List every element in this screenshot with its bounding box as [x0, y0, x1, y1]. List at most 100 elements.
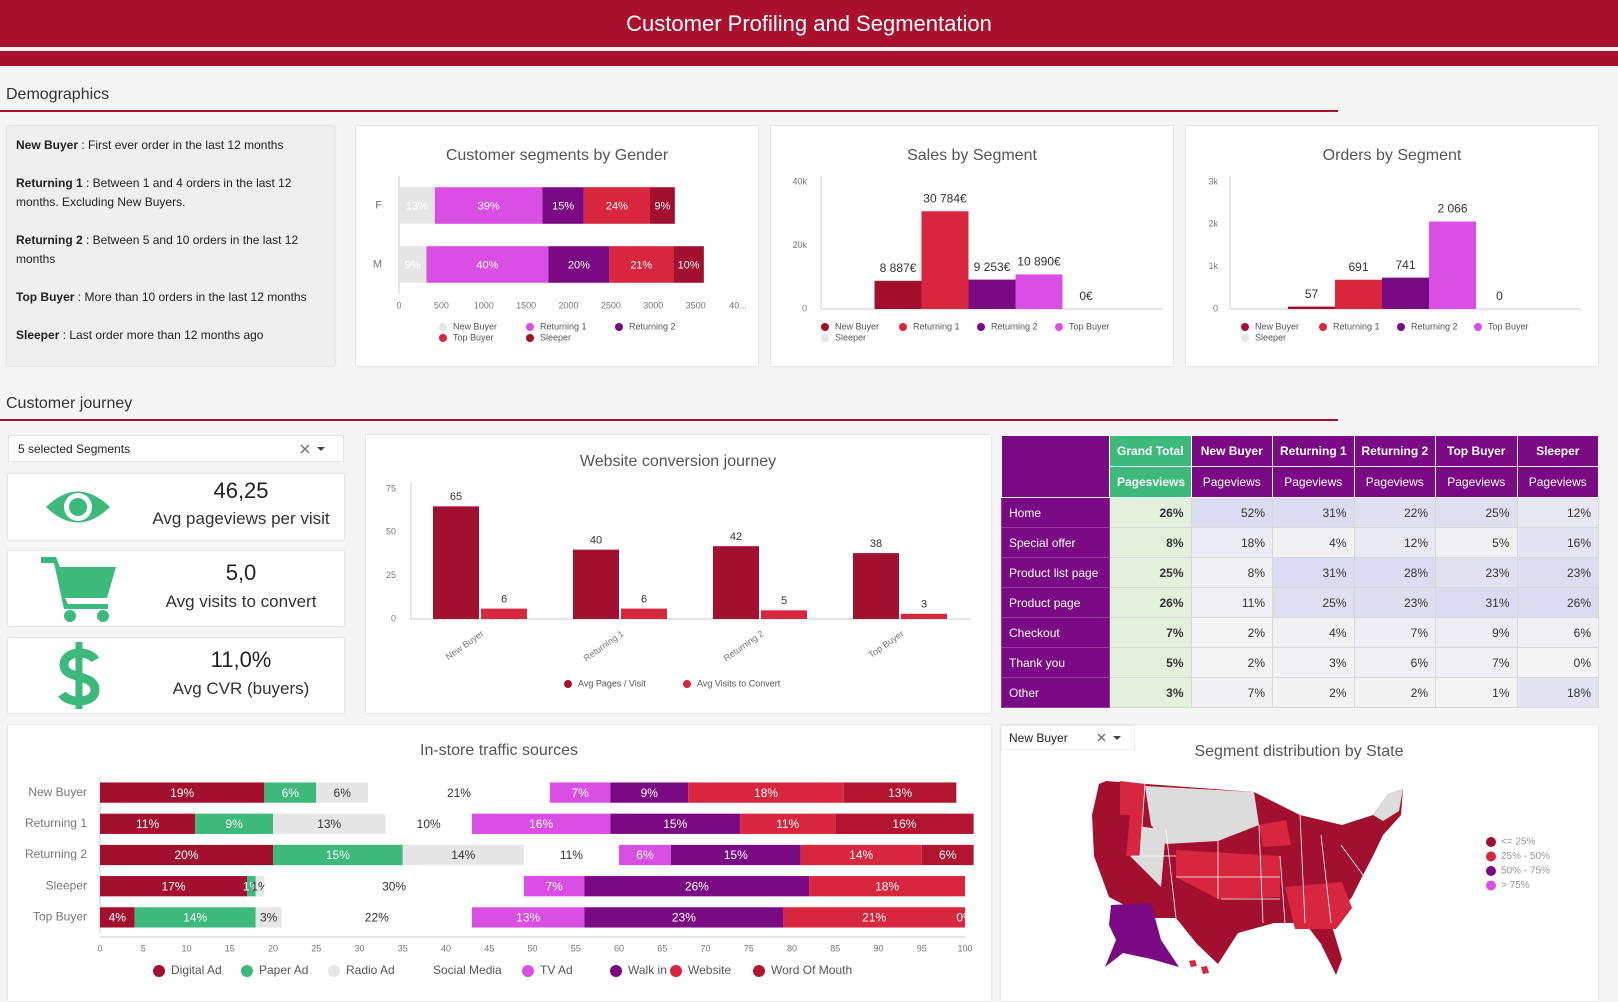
x-tick-label: 55: [571, 943, 581, 953]
legend-label: Returning 2: [991, 321, 1038, 331]
legend-marker: [615, 323, 623, 331]
map-region: [1120, 781, 1145, 856]
table-cell: 2%: [1190, 617, 1273, 648]
data-label: 38: [870, 538, 882, 550]
data-label: 16%: [529, 817, 553, 831]
data-label: 0€: [1079, 289, 1093, 303]
chart-panel: Sales by Segment 0 20k 40k 8 887€ 30 784€ 9 25…: [771, 126, 1173, 366]
table-cell: 8%: [1109, 527, 1192, 558]
data-label: 14%: [849, 848, 873, 862]
legend-marker: [526, 323, 534, 331]
data-label: 3%: [260, 911, 278, 925]
data-label: 20%: [174, 848, 198, 862]
legend-marker: [522, 965, 534, 977]
bar-segment: [619, 844, 671, 866]
bar-segment: [549, 782, 611, 803]
legend-label: Sleeper: [540, 332, 571, 342]
legend-marker: [899, 323, 907, 331]
section-title: Customer journey: [6, 395, 133, 412]
table-row: Thank you 5% 2% 3% 6% 7% 0%: [1001, 647, 1599, 678]
bar-segment: [809, 876, 965, 897]
legend-label: Returning 1: [913, 321, 960, 331]
legend-label: New Buyer: [1255, 321, 1299, 331]
data-label: 17%: [162, 879, 186, 893]
caret-icon[interactable]: [1113, 736, 1121, 740]
row-header: Special offer: [1001, 527, 1110, 558]
clear-icon[interactable]: [1097, 733, 1106, 742]
cart-icon: [41, 557, 116, 622]
map-region: [1285, 882, 1352, 929]
legend-label: Sleeper: [1255, 332, 1286, 342]
bar-segment: [100, 782, 265, 803]
table-cell: 31%: [1272, 497, 1355, 528]
legend-label: Word Of Mouth: [771, 963, 852, 977]
bar: [713, 546, 759, 619]
data-label: 6%: [334, 786, 352, 800]
legend-label: Avg Pages / Visit: [578, 678, 646, 688]
filter-icons[interactable]: [1094, 726, 1130, 749]
y-tick-label: 75: [386, 483, 396, 493]
definition-term: New Buyer: [16, 138, 79, 152]
caret-icon[interactable]: [317, 447, 325, 451]
data-label: 18%: [875, 879, 899, 893]
legend-label: Top Buyer: [453, 332, 494, 342]
y-tick-label: 3k: [1208, 176, 1218, 186]
definition: New Buyer : First ever order in the last…: [16, 136, 326, 155]
map: Segment distribution by State <= 25% 25% …: [1092, 743, 1550, 975]
column-subheader: Pageviews: [1435, 466, 1518, 498]
clear-icon[interactable]: [300, 444, 310, 454]
definition-text: : First ever order in the last 12 months: [78, 138, 284, 152]
chart-title: Orders by Segment: [1323, 147, 1462, 164]
bar-segment: [426, 246, 549, 283]
table-row: Product list page 25% 8% 31% 28% 23% 23%: [1001, 557, 1599, 588]
data-label: 7%: [571, 786, 589, 800]
data-label: 6: [641, 594, 647, 606]
chart-title: Sales by Segment: [907, 147, 1037, 164]
data-label: 42: [730, 531, 742, 543]
data-label: 9 253€: [974, 260, 1011, 274]
table-cell: 7%: [1353, 617, 1436, 648]
table-cell: 23%: [1353, 587, 1436, 618]
legend-marker: [564, 680, 572, 688]
x-tick-label: Top Buyer: [867, 628, 906, 659]
data-label: 24%: [606, 200, 628, 212]
legend-label: Returning 2: [629, 321, 676, 331]
x-tick-label: 20: [268, 943, 278, 953]
row-header: Checkout: [1001, 617, 1110, 648]
legend-marker: [1486, 880, 1496, 891]
legend-marker: [683, 680, 691, 688]
legend-label: New Buyer: [453, 321, 497, 331]
legend-label: <= 25%: [1501, 837, 1536, 848]
legend-label: 25% - 50%: [1501, 851, 1550, 862]
table-cell: 52%: [1190, 497, 1273, 528]
y-tick-label: 0: [802, 303, 807, 313]
chart-panel: Orders by Segment 0 1k 2k 3k 57 691 741 2 066 0 Ne…: [1186, 126, 1598, 366]
bar-segment: [471, 813, 611, 834]
y-tick-label: 50: [386, 527, 396, 537]
map-region: [1189, 960, 1197, 967]
column-header: Returning 1: [1272, 435, 1355, 467]
chart-panel: Website conversion journey 0 25 50 75 65 6 New …: [366, 435, 991, 713]
segment-filter[interactable]: 5 selected Segments: [8, 435, 344, 462]
map-region: [1259, 820, 1291, 847]
bar-segment: [434, 187, 543, 224]
data-label: 6: [501, 594, 507, 606]
table-cell: 9%: [1435, 617, 1518, 648]
x-tick-label: 40...: [729, 300, 747, 310]
table-cell: 23%: [1516, 557, 1599, 588]
y-tick-label: Top Buyer: [33, 910, 87, 924]
table-cell: 18%: [1190, 527, 1273, 558]
x-tick-label: New Buyer: [444, 628, 486, 661]
bar-segment: [255, 876, 265, 897]
bar-segment: [264, 782, 317, 803]
x-tick-label: 45: [484, 943, 494, 953]
pageviews-table-panel: Grand Total New Buyer Returning 1 Returning…: [1001, 435, 1599, 708]
x-tick-label: 35: [398, 943, 408, 953]
legend-marker: [821, 323, 829, 331]
state-filter[interactable]: New Buyer: [1001, 725, 1135, 750]
table-cell: 31%: [1435, 587, 1518, 618]
table-cell: 28%: [1353, 557, 1436, 588]
filter-icons[interactable]: [297, 436, 337, 461]
legend-label: Social Media: [433, 963, 502, 977]
